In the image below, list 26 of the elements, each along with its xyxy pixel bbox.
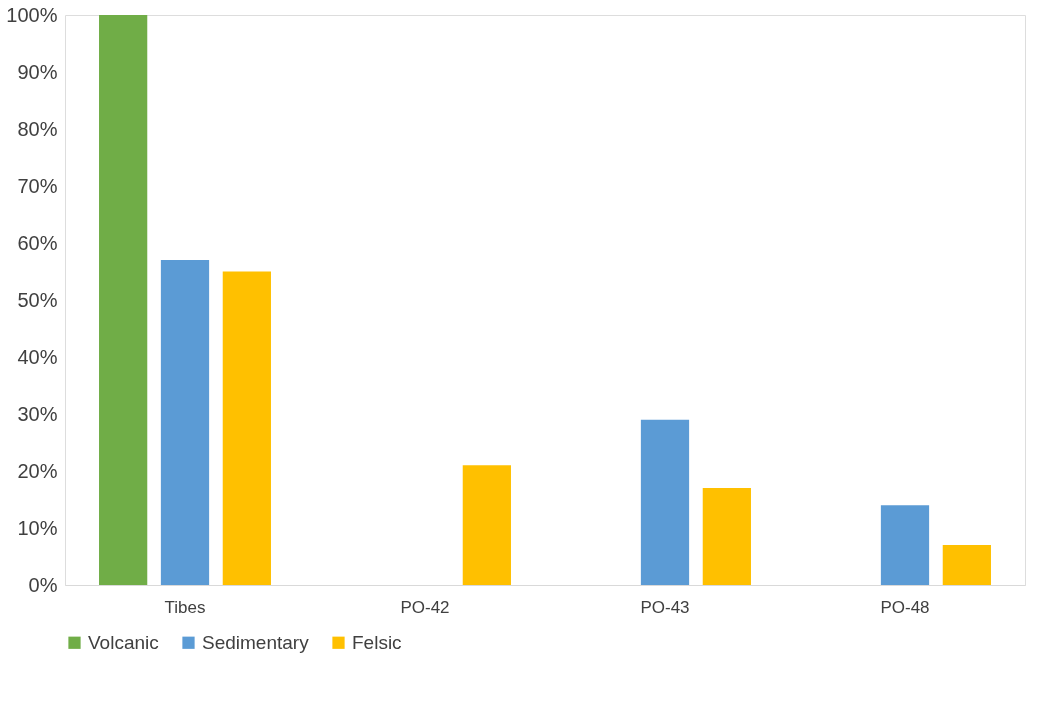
y-tick-label: 60% [17,231,58,254]
y-tick-label: 40% [17,345,58,368]
bar [640,419,690,585]
y-tick-label: 10% [17,516,58,539]
x-tick-label: PO-43 [640,597,690,617]
legend-label: Volcanic [88,631,159,653]
bar [880,505,930,585]
bar [942,545,991,585]
y-tick-label: 20% [17,459,58,482]
x-tick-label: PO-48 [880,597,930,617]
x-tick-label: PO-42 [400,597,450,617]
bar [222,271,271,585]
y-tick-label: 90% [17,60,58,83]
y-tick-label: 0% [28,573,58,596]
y-tick-label: 80% [17,117,58,140]
y-tick-label: 30% [17,402,58,425]
legend-label: Sedimentary [202,631,310,653]
y-tick-label: 50% [17,288,58,311]
y-tick-label: 70% [17,174,58,197]
bar [160,260,210,585]
x-tick-label: Tibes [164,597,206,617]
y-tick-label: 100% [6,3,58,26]
legend-label: Felsic [352,631,402,653]
bar [702,488,751,585]
bar [99,15,148,585]
bar [462,465,511,585]
